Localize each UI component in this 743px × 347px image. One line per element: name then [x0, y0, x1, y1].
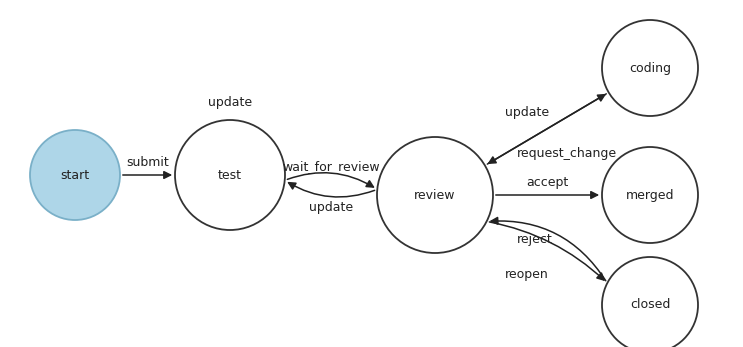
- Text: merged: merged: [626, 188, 674, 202]
- Text: update: update: [309, 201, 353, 214]
- Text: request_change: request_change: [516, 147, 617, 160]
- Text: closed: closed: [630, 298, 670, 312]
- Ellipse shape: [602, 257, 698, 347]
- Ellipse shape: [602, 147, 698, 243]
- Ellipse shape: [175, 120, 285, 230]
- Text: coding: coding: [629, 61, 671, 75]
- Text: test: test: [218, 169, 242, 181]
- Text: update: update: [208, 96, 252, 109]
- Ellipse shape: [30, 130, 120, 220]
- Text: wait_for_review: wait_for_review: [282, 160, 380, 173]
- Text: update: update: [504, 106, 549, 119]
- Text: reject: reject: [517, 233, 553, 246]
- Text: reopen: reopen: [505, 268, 549, 281]
- Text: submit: submit: [126, 156, 169, 169]
- Text: accept: accept: [526, 176, 568, 189]
- Text: start: start: [60, 169, 90, 181]
- Text: review: review: [415, 188, 455, 202]
- Ellipse shape: [377, 137, 493, 253]
- Ellipse shape: [602, 20, 698, 116]
